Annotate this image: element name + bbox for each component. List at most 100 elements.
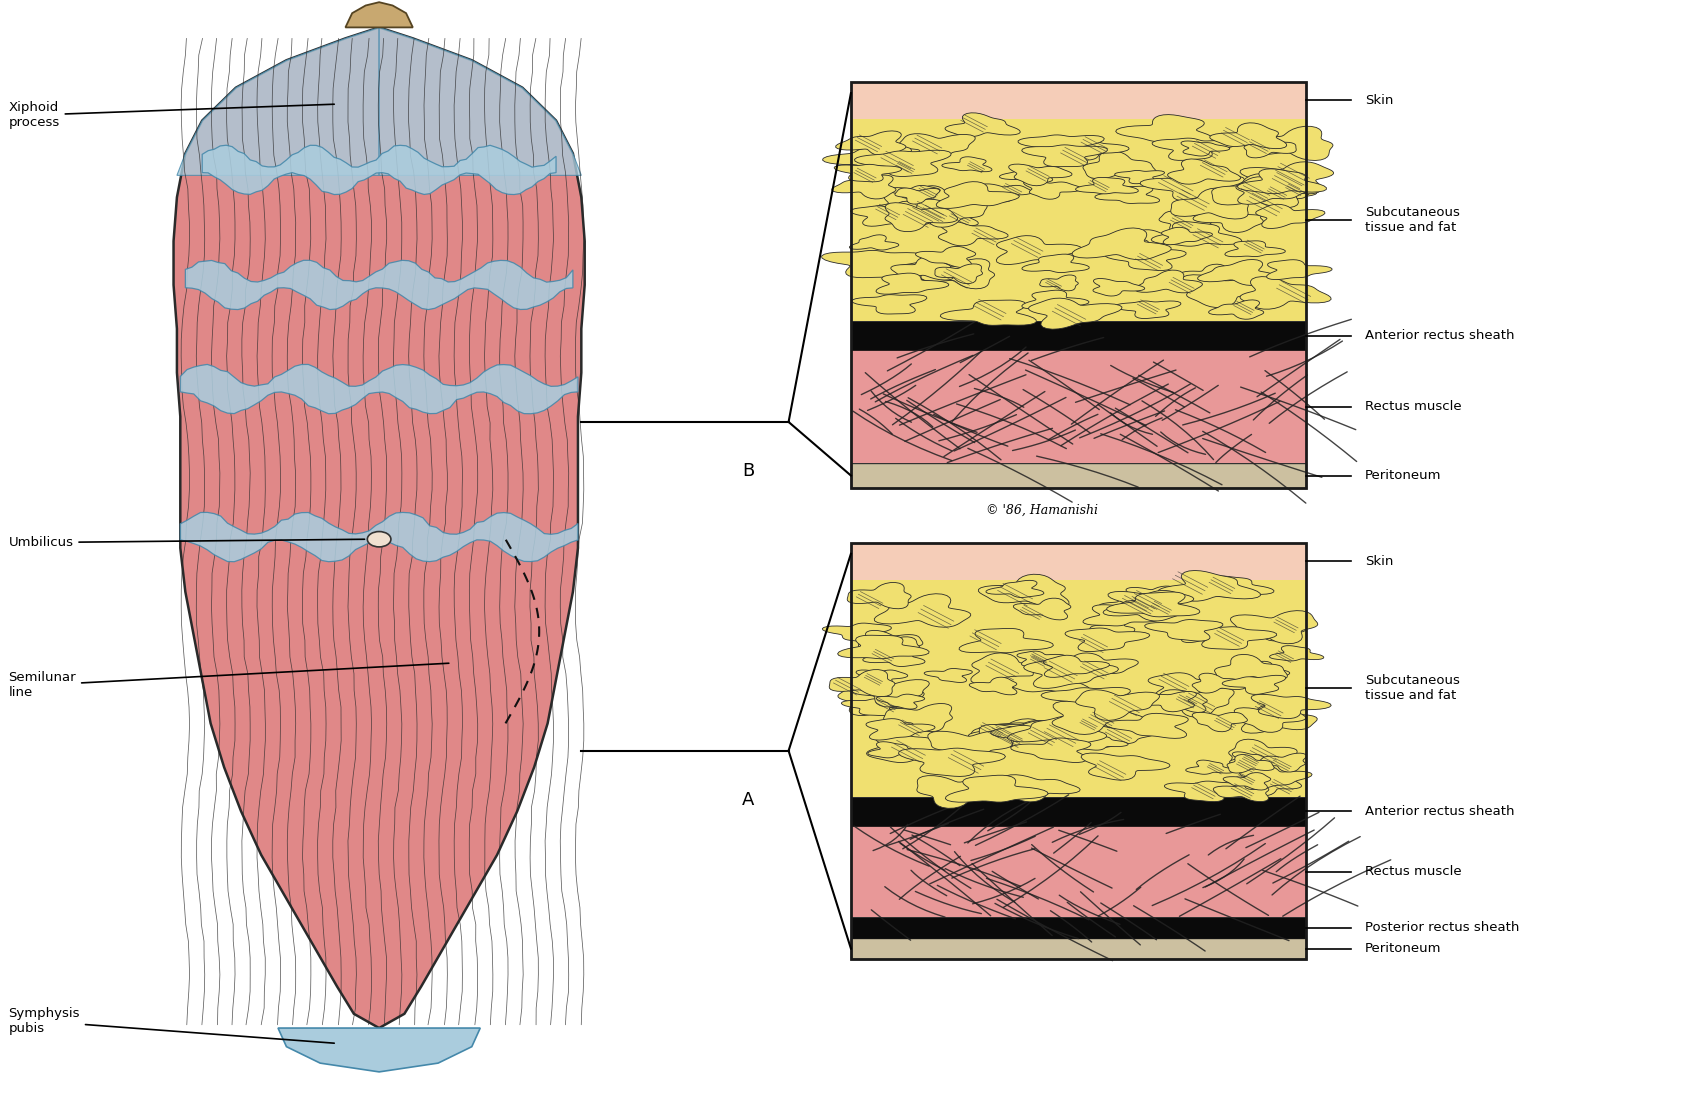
- Polygon shape: [1210, 123, 1287, 149]
- Polygon shape: [866, 732, 962, 763]
- Polygon shape: [822, 624, 891, 642]
- Bar: [851, 580, 1306, 797]
- Polygon shape: [1181, 275, 1276, 308]
- Polygon shape: [1077, 735, 1129, 750]
- Polygon shape: [1147, 673, 1233, 699]
- Polygon shape: [1099, 593, 1164, 616]
- Polygon shape: [837, 636, 928, 659]
- Bar: [851, 543, 1306, 959]
- Polygon shape: [1013, 598, 1072, 620]
- Polygon shape: [1156, 693, 1208, 712]
- Polygon shape: [1193, 206, 1269, 232]
- Polygon shape: [1072, 228, 1171, 260]
- Polygon shape: [1104, 249, 1186, 271]
- Polygon shape: [1075, 178, 1139, 194]
- Polygon shape: [1028, 654, 1073, 670]
- Text: Xiphoid
process: Xiphoid process: [8, 101, 334, 129]
- Bar: [851, 118, 1306, 321]
- Polygon shape: [981, 184, 1033, 202]
- Polygon shape: [922, 259, 994, 289]
- Polygon shape: [900, 134, 976, 161]
- Polygon shape: [1255, 204, 1324, 228]
- Polygon shape: [1136, 692, 1196, 711]
- Polygon shape: [1228, 661, 1289, 678]
- Polygon shape: [1134, 270, 1203, 293]
- Polygon shape: [1065, 628, 1149, 652]
- Text: A: A: [741, 791, 755, 809]
- Polygon shape: [345, 2, 413, 27]
- Polygon shape: [1215, 654, 1287, 682]
- Polygon shape: [896, 202, 964, 226]
- Polygon shape: [895, 189, 940, 204]
- Polygon shape: [1114, 301, 1181, 319]
- Polygon shape: [832, 175, 896, 199]
- Polygon shape: [379, 27, 581, 175]
- Polygon shape: [841, 699, 907, 716]
- Bar: [851, 917, 1306, 938]
- Polygon shape: [1193, 712, 1247, 732]
- Polygon shape: [848, 582, 912, 608]
- Polygon shape: [1028, 298, 1122, 329]
- Polygon shape: [834, 164, 901, 182]
- Polygon shape: [851, 295, 927, 315]
- Polygon shape: [866, 719, 935, 740]
- Text: Rectus muscle: Rectus muscle: [1365, 400, 1461, 413]
- Polygon shape: [1105, 713, 1188, 739]
- Polygon shape: [278, 1028, 480, 1072]
- Polygon shape: [1126, 586, 1181, 605]
- Polygon shape: [1181, 627, 1223, 644]
- Polygon shape: [875, 594, 971, 627]
- Polygon shape: [876, 158, 927, 175]
- Text: Rectus muscle: Rectus muscle: [1365, 865, 1461, 878]
- Polygon shape: [1190, 627, 1277, 650]
- Polygon shape: [945, 113, 1021, 137]
- Polygon shape: [1237, 169, 1326, 194]
- Polygon shape: [1021, 145, 1107, 167]
- Polygon shape: [1051, 701, 1146, 734]
- Polygon shape: [863, 648, 925, 666]
- Polygon shape: [1230, 752, 1274, 766]
- Polygon shape: [1235, 176, 1311, 204]
- Polygon shape: [851, 206, 922, 226]
- Polygon shape: [1249, 618, 1311, 641]
- Polygon shape: [1223, 773, 1270, 790]
- Polygon shape: [822, 147, 912, 172]
- Polygon shape: [1171, 189, 1249, 219]
- Polygon shape: [998, 665, 1092, 695]
- Polygon shape: [854, 150, 952, 176]
- Polygon shape: [1225, 241, 1286, 256]
- Polygon shape: [1094, 278, 1144, 296]
- Polygon shape: [979, 720, 1055, 752]
- Polygon shape: [1240, 162, 1333, 194]
- Polygon shape: [1158, 571, 1260, 601]
- Polygon shape: [1011, 738, 1090, 763]
- Polygon shape: [1065, 707, 1131, 730]
- Text: © '86, Hamanishi: © '86, Hamanishi: [986, 504, 1099, 517]
- Bar: [851, 82, 1306, 118]
- Polygon shape: [996, 236, 1082, 264]
- Polygon shape: [1196, 576, 1274, 597]
- Polygon shape: [1227, 754, 1274, 773]
- Text: Posterior rectus sheath: Posterior rectus sheath: [1365, 922, 1520, 934]
- Polygon shape: [1161, 227, 1213, 244]
- Polygon shape: [986, 721, 1073, 744]
- Polygon shape: [1004, 775, 1080, 802]
- Polygon shape: [1188, 187, 1289, 216]
- Polygon shape: [1023, 180, 1082, 199]
- Polygon shape: [829, 670, 895, 697]
- Polygon shape: [1240, 276, 1331, 309]
- Polygon shape: [1087, 619, 1134, 637]
- Polygon shape: [935, 264, 982, 284]
- Polygon shape: [1164, 781, 1240, 801]
- Polygon shape: [1247, 126, 1333, 160]
- Polygon shape: [979, 574, 1068, 608]
- Polygon shape: [1063, 653, 1139, 680]
- Bar: [851, 938, 1306, 959]
- Polygon shape: [928, 731, 1013, 763]
- Polygon shape: [1107, 592, 1200, 617]
- Polygon shape: [888, 185, 940, 202]
- Polygon shape: [1168, 159, 1240, 184]
- Text: Subcutaneous
tissue and fat: Subcutaneous tissue and fat: [1365, 206, 1459, 235]
- Polygon shape: [1244, 136, 1296, 158]
- Polygon shape: [915, 199, 987, 227]
